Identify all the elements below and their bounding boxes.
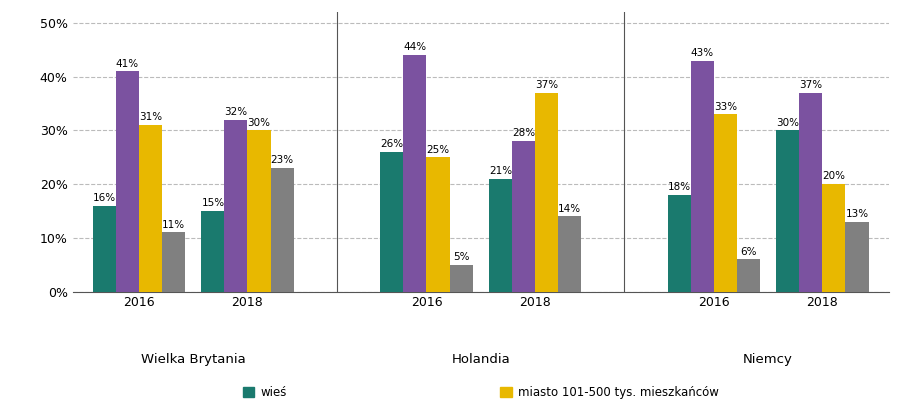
Text: 15%: 15%	[201, 198, 224, 208]
Text: 14%: 14%	[558, 204, 581, 214]
Text: 28%: 28%	[512, 128, 535, 139]
Text: 21%: 21%	[489, 166, 512, 176]
Bar	[201, 211, 224, 292]
Text: 16%: 16%	[93, 193, 116, 203]
Text: 6%: 6%	[740, 247, 756, 257]
Bar	[845, 222, 869, 292]
Text: 11%: 11%	[162, 220, 185, 230]
Text: 43%: 43%	[691, 48, 714, 58]
Bar	[270, 168, 294, 292]
Bar	[426, 157, 450, 292]
Text: 44%: 44%	[404, 43, 426, 53]
Text: 37%: 37%	[535, 80, 558, 90]
Text: 18%: 18%	[668, 182, 691, 192]
Bar	[776, 130, 799, 292]
Bar	[535, 93, 558, 292]
Bar	[668, 195, 691, 292]
Text: 20%: 20%	[823, 171, 845, 181]
Bar	[224, 119, 248, 292]
Text: 32%: 32%	[224, 107, 248, 117]
Text: 41%: 41%	[116, 59, 139, 68]
Bar	[93, 206, 116, 292]
Bar	[139, 125, 162, 292]
Text: 31%: 31%	[139, 112, 162, 122]
Text: 23%: 23%	[270, 155, 294, 165]
Bar	[691, 60, 714, 292]
Bar	[823, 184, 845, 292]
Text: Niemcy: Niemcy	[743, 354, 793, 367]
Text: 5%: 5%	[453, 252, 469, 262]
Bar	[737, 259, 760, 292]
Bar	[162, 232, 185, 292]
Bar	[714, 114, 737, 292]
Text: 37%: 37%	[799, 80, 823, 90]
Bar	[450, 265, 473, 292]
Bar	[512, 141, 535, 292]
Bar	[799, 93, 823, 292]
Text: 26%: 26%	[380, 139, 404, 149]
Text: 13%: 13%	[845, 209, 869, 219]
Bar	[116, 71, 139, 292]
Bar	[489, 179, 512, 292]
Bar	[404, 55, 426, 292]
Bar	[248, 130, 270, 292]
Text: 30%: 30%	[248, 118, 270, 128]
Bar	[380, 152, 404, 292]
Bar	[558, 216, 581, 292]
Text: 30%: 30%	[776, 118, 799, 128]
Text: Wielka Brytania: Wielka Brytania	[141, 354, 246, 367]
Text: 25%: 25%	[426, 145, 450, 155]
Legend: wieś, miasto do 100 tys. mieszkańców, miasto 101-500 tys. mieszkańców, miasto 50: wieś, miasto do 100 tys. mieszkańców, mi…	[238, 382, 724, 405]
Text: Holandia: Holandia	[452, 354, 510, 367]
Text: 33%: 33%	[714, 102, 737, 111]
